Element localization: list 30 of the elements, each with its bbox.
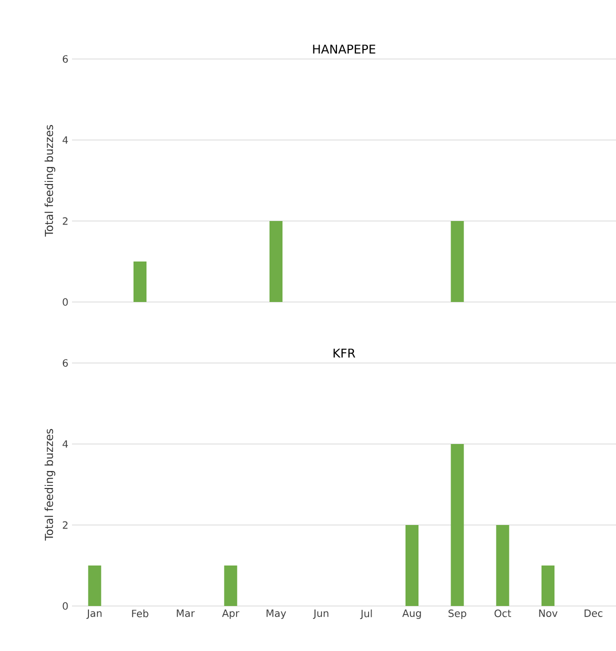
x-tick-label: Apr bbox=[222, 610, 240, 619]
bar bbox=[450, 444, 464, 606]
x-tick-label: Oct bbox=[494, 610, 511, 618]
bar bbox=[405, 524, 418, 606]
x-tick-label: May bbox=[266, 610, 286, 619]
y-tick-label: 0 bbox=[62, 298, 68, 306]
x-tick-label: Jul bbox=[360, 610, 372, 620]
y-tick-label: 2 bbox=[62, 217, 68, 225]
y-tick-label: 2 bbox=[62, 521, 68, 529]
y-axis-title: Total feeding buzzes bbox=[44, 124, 56, 237]
chart-title: HANAPEPE bbox=[312, 44, 376, 54]
x-tick-label: Feb bbox=[132, 610, 148, 618]
x-tick-label: Nov bbox=[539, 610, 558, 617]
y-tick-label: 4 bbox=[62, 136, 68, 144]
x-tick-label: Aug bbox=[402, 610, 421, 619]
y-axis-title: Total feeding buzzes bbox=[44, 428, 56, 541]
chart-title: KFR bbox=[333, 348, 356, 358]
y-tick-label: 4 bbox=[62, 440, 68, 448]
x-tick-label: Sep bbox=[448, 610, 466, 620]
y-tick-label: 0 bbox=[62, 602, 68, 610]
bar bbox=[541, 566, 554, 606]
x-tick-label: Mar bbox=[176, 610, 195, 617]
x-tick-label: Dec bbox=[584, 610, 602, 617]
bar bbox=[88, 566, 101, 606]
bar bbox=[496, 524, 509, 606]
y-tick-label: 6 bbox=[62, 359, 68, 367]
x-tick-label: Jan bbox=[86, 610, 102, 619]
bar bbox=[224, 566, 237, 606]
y-tick-label: 6 bbox=[62, 55, 68, 63]
x-tick-label: Jun bbox=[312, 610, 328, 619]
